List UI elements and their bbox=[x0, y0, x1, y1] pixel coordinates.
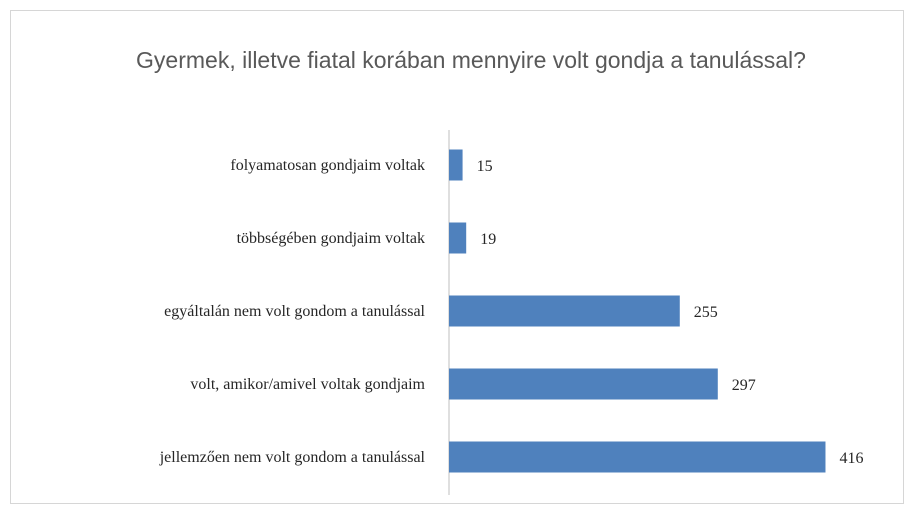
category-label-1: többségében gondjaim voltak bbox=[237, 230, 425, 247]
bar-0 bbox=[449, 149, 463, 181]
category-label-0: folyamatosan gondjaim voltak bbox=[230, 157, 425, 174]
category-label-3: volt, amikor/amivel voltak gondjaim bbox=[190, 376, 425, 393]
bars-group bbox=[449, 149, 826, 473]
value-label-2: 255 bbox=[694, 304, 718, 321]
value-label-4: 416 bbox=[839, 450, 863, 467]
value-label-1: 19 bbox=[480, 231, 496, 248]
chart-title: Gyermek, illetve fiatal korában mennyire… bbox=[136, 47, 806, 73]
bar-3 bbox=[449, 368, 718, 400]
chart-frame: Gyermek, illetve fiatal korában mennyire… bbox=[10, 10, 904, 504]
category-labels-group: folyamatosan gondjaim voltak többségében … bbox=[159, 157, 426, 466]
bar-2 bbox=[449, 295, 680, 327]
value-label-3: 297 bbox=[732, 377, 756, 394]
category-label-4: jellemzően nem volt gondom a tanulással bbox=[159, 449, 426, 466]
bar-4 bbox=[449, 441, 826, 473]
value-labels-group: 15 19 255 297 416 bbox=[477, 158, 864, 467]
value-label-0: 15 bbox=[477, 158, 493, 175]
category-label-2: egyáltalán nem volt gondom a tanulással bbox=[164, 303, 425, 320]
bar-1 bbox=[449, 222, 467, 254]
